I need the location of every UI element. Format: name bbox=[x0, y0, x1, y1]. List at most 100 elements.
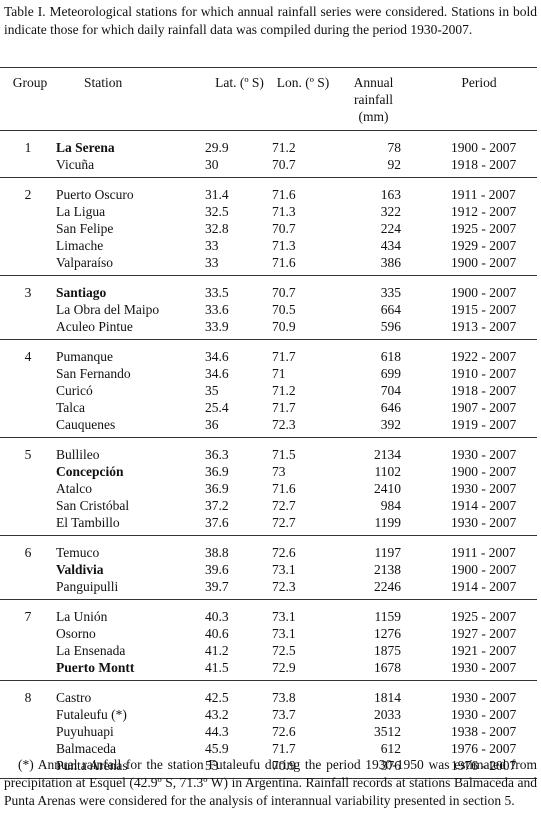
period-cell: 1910 - 2007 bbox=[451, 366, 517, 381]
period-cell: 1900 - 2007 bbox=[451, 285, 517, 300]
rainfall-cell: 618 bbox=[380, 349, 401, 364]
station-row: Futaleufu (*) 43.2 73.7 2033 1930 - 2007 bbox=[0, 706, 537, 723]
group-cell: 2 bbox=[24, 187, 32, 202]
period-cell: 1927 - 2007 bbox=[451, 626, 517, 641]
group-cell bbox=[0, 514, 56, 536]
lat-cell: 31.4 bbox=[205, 187, 229, 202]
group-cell bbox=[0, 480, 56, 497]
group-cell: 4 bbox=[24, 349, 32, 364]
station-row: Cauquenes 36 72.3 392 1919 - 2007 bbox=[0, 416, 537, 438]
station-cell: San Fernando bbox=[56, 366, 131, 381]
period-cell: 1925 - 2007 bbox=[451, 609, 517, 624]
lat-cell: 36 bbox=[205, 417, 219, 432]
station-row: La Ensenada 41.2 72.5 1875 1921 - 2007 bbox=[0, 642, 537, 659]
station-cell: Pumanque bbox=[56, 349, 113, 364]
group-cell: 1 bbox=[24, 140, 32, 155]
lon-cell: 73 bbox=[272, 464, 286, 479]
lat-cell: 30 bbox=[205, 157, 219, 172]
station-row: San Fernando 34.6 71 699 1910 - 2007 bbox=[0, 365, 537, 382]
group-cell bbox=[0, 156, 56, 178]
lat-cell: 33.5 bbox=[205, 285, 229, 300]
station-cell: La Obra del Maipo bbox=[56, 302, 160, 317]
lon-cell: 71.7 bbox=[272, 741, 296, 756]
lon-cell: 70.5 bbox=[272, 302, 296, 317]
station-row: 7 La Unión 40.3 73.1 1159 1925 - 2007 bbox=[0, 600, 537, 626]
lon-cell: 73.1 bbox=[272, 609, 296, 624]
lat-cell: 34.6 bbox=[205, 349, 229, 364]
period-cell: 1911 - 2007 bbox=[451, 187, 516, 202]
lon-cell: 72.3 bbox=[272, 579, 296, 594]
lat-cell: 29.9 bbox=[205, 140, 229, 155]
rainfall-cell: 2138 bbox=[374, 562, 401, 577]
station-cell: Atalco bbox=[56, 481, 92, 496]
rainfall-cell: 3512 bbox=[374, 724, 401, 739]
lat-cell: 43.2 bbox=[205, 707, 229, 722]
period-cell: 1907 - 2007 bbox=[451, 400, 517, 415]
group-cell bbox=[0, 416, 56, 438]
rainfall-cell: 1814 bbox=[374, 690, 401, 705]
period-cell: 1900 - 2007 bbox=[451, 140, 517, 155]
station-row: Osorno 40.6 73.1 1276 1927 - 2007 bbox=[0, 625, 537, 642]
group-cell bbox=[0, 561, 56, 578]
station-row: San Cristóbal 37.2 72.7 984 1914 - 2007 bbox=[0, 497, 537, 514]
group-cell bbox=[0, 254, 56, 276]
table-footnote: (*) Annual rainfall for the station Futa… bbox=[4, 757, 537, 808]
header-cell: Lat. (º S) bbox=[215, 75, 264, 90]
station-row: Concepción 36.9 73 1102 1900 - 2007 bbox=[0, 463, 537, 480]
station-row: Panguipulli 39.7 72.3 2246 1914 - 2007 bbox=[0, 578, 537, 600]
lat-cell: 35 bbox=[205, 383, 219, 398]
lat-cell: 39.7 bbox=[205, 579, 229, 594]
lon-cell: 71.6 bbox=[272, 255, 296, 270]
lon-cell: 73.7 bbox=[272, 707, 296, 722]
period-cell: 1900 - 2007 bbox=[451, 562, 517, 577]
rainfall-cell: 434 bbox=[380, 238, 401, 253]
lon-cell: 73.1 bbox=[272, 626, 296, 641]
station-cell: San Cristóbal bbox=[56, 498, 130, 513]
rainfall-cell: 78 bbox=[387, 140, 402, 155]
lat-cell: 36.9 bbox=[205, 481, 229, 496]
rainfall-cell: 163 bbox=[380, 187, 401, 202]
lat-cell: 37.6 bbox=[205, 515, 229, 530]
rainfall-cell: 224 bbox=[380, 221, 401, 236]
lon-cell: 70.7 bbox=[272, 221, 296, 236]
station-row: Limache 33 71.3 434 1929 - 2007 bbox=[0, 237, 537, 254]
lon-cell: 71.7 bbox=[272, 349, 296, 364]
lon-cell: 73.1 bbox=[272, 562, 296, 577]
station-cell: La Ligua bbox=[56, 204, 106, 219]
station-cell: Limache bbox=[56, 238, 104, 253]
period-cell: 1914 - 2007 bbox=[451, 498, 517, 513]
period-cell: 1922 - 2007 bbox=[451, 349, 517, 364]
lon-cell: 72.7 bbox=[272, 498, 296, 513]
lon-cell: 71 bbox=[272, 366, 286, 381]
period-cell: 1921 - 2007 bbox=[451, 643, 517, 658]
period-cell: 1911 - 2007 bbox=[451, 545, 516, 560]
header-cell: Station bbox=[84, 75, 123, 90]
lat-cell: 32.8 bbox=[205, 221, 229, 236]
station-row: 3 Santiago 33.5 70.7 335 1900 - 2007 bbox=[0, 276, 537, 302]
station-row: La Obra del Maipo 33.6 70.5 664 1915 - 2007 bbox=[0, 301, 537, 318]
rainfall-cell: 376 bbox=[380, 758, 401, 773]
station-cell: Valparaíso bbox=[56, 255, 113, 270]
period-cell: 1900 - 2007 bbox=[451, 255, 517, 270]
station-cell: Talca bbox=[56, 400, 86, 415]
station-cell: La Serena bbox=[56, 140, 115, 155]
station-cell: Aculeo Pintue bbox=[56, 319, 133, 334]
period-cell: 1930 - 2007 bbox=[451, 660, 517, 675]
rainfall-cell: 1875 bbox=[374, 643, 401, 658]
rainfall-cell: 646 bbox=[380, 400, 401, 415]
period-cell: 1925 - 2007 bbox=[451, 221, 517, 236]
station-cell: Temuco bbox=[56, 545, 100, 560]
station-cell: Panguipulli bbox=[56, 579, 119, 594]
station-cell: Cauquenes bbox=[56, 417, 116, 432]
lat-cell: 40.3 bbox=[205, 609, 229, 624]
station-row: El Tambillo 37.6 72.7 1199 1930 - 2007 bbox=[0, 514, 537, 536]
header-cell: Group bbox=[12, 75, 48, 90]
rainfall-cell: 704 bbox=[380, 383, 401, 398]
group-cell bbox=[0, 706, 56, 723]
rainfall-cell: 1678 bbox=[374, 660, 401, 675]
station-group: 4 Pumanque 34.6 71.7 618 1922 - 2007 San Ferna… bbox=[0, 339, 537, 438]
group-cell bbox=[0, 723, 56, 740]
group-cell bbox=[0, 497, 56, 514]
station-row: Valdivia 39.6 73.1 2138 1900 - 2007 bbox=[0, 561, 537, 578]
